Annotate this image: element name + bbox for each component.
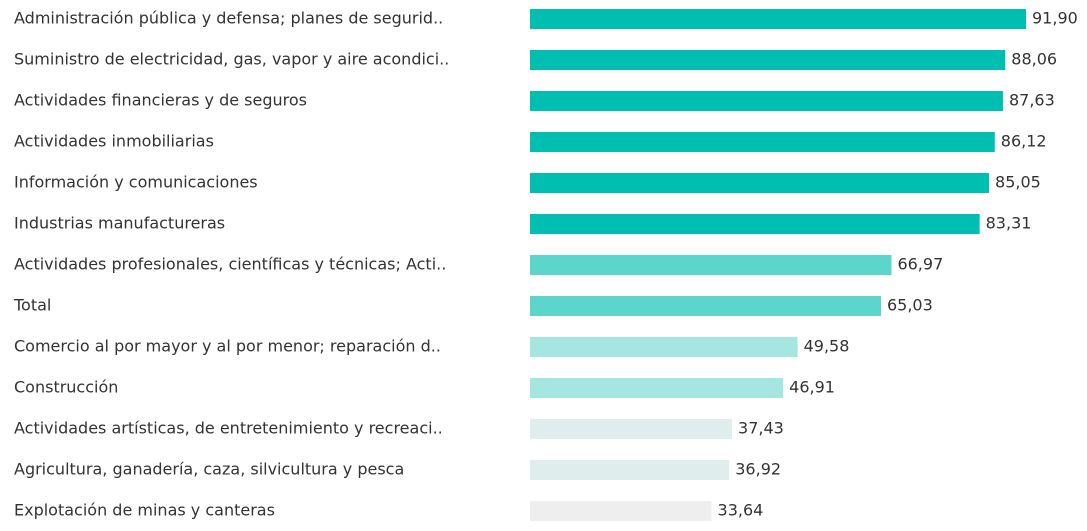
category-label: Actividades financieras y de seguros xyxy=(14,91,307,110)
value-label: 91,90 xyxy=(1032,9,1078,28)
bar xyxy=(530,296,881,316)
bar xyxy=(530,378,784,398)
value-label: 49,58 xyxy=(804,337,850,356)
category-label: Actividades artísticas, de entretenimien… xyxy=(14,419,443,438)
category-label: Administración pública y defensa; planes… xyxy=(14,9,443,28)
bar xyxy=(530,173,990,193)
category-label: Agricultura, ganadería, caza, silvicultu… xyxy=(14,460,404,479)
value-label: 65,03 xyxy=(887,296,933,315)
category-label: Total xyxy=(13,296,51,315)
bar xyxy=(530,132,995,152)
bar xyxy=(530,255,892,275)
value-label: 66,97 xyxy=(897,255,943,274)
category-label: Comercio al por mayor y al por menor; re… xyxy=(14,337,441,356)
value-label: 36,92 xyxy=(735,460,781,479)
value-label: 83,31 xyxy=(986,214,1032,233)
value-label: 86,12 xyxy=(1001,132,1047,151)
category-label: Actividades profesionales, científicas y… xyxy=(14,255,446,274)
category-label: Información y comunicaciones xyxy=(14,173,258,192)
value-label: 37,43 xyxy=(738,419,784,438)
bar xyxy=(530,50,1006,70)
bar xyxy=(530,214,980,234)
bar xyxy=(530,501,712,521)
bar xyxy=(530,9,1026,29)
category-label: Suministro de electricidad, gas, vapor y… xyxy=(14,50,449,69)
bar xyxy=(530,91,1003,111)
category-label: Explotación de minas y canteras xyxy=(14,501,275,520)
category-label: Actividades inmobiliarias xyxy=(14,132,214,151)
category-label: Industrias manufactureras xyxy=(14,214,225,233)
value-label: 87,63 xyxy=(1009,91,1055,110)
bar xyxy=(530,337,798,357)
value-label: 88,06 xyxy=(1011,50,1057,69)
category-label: Construcción xyxy=(14,378,118,397)
value-label: 33,64 xyxy=(718,501,764,520)
value-label: 85,05 xyxy=(995,173,1041,192)
bar xyxy=(530,419,733,439)
bar xyxy=(530,460,730,480)
value-label: 46,91 xyxy=(789,378,835,397)
